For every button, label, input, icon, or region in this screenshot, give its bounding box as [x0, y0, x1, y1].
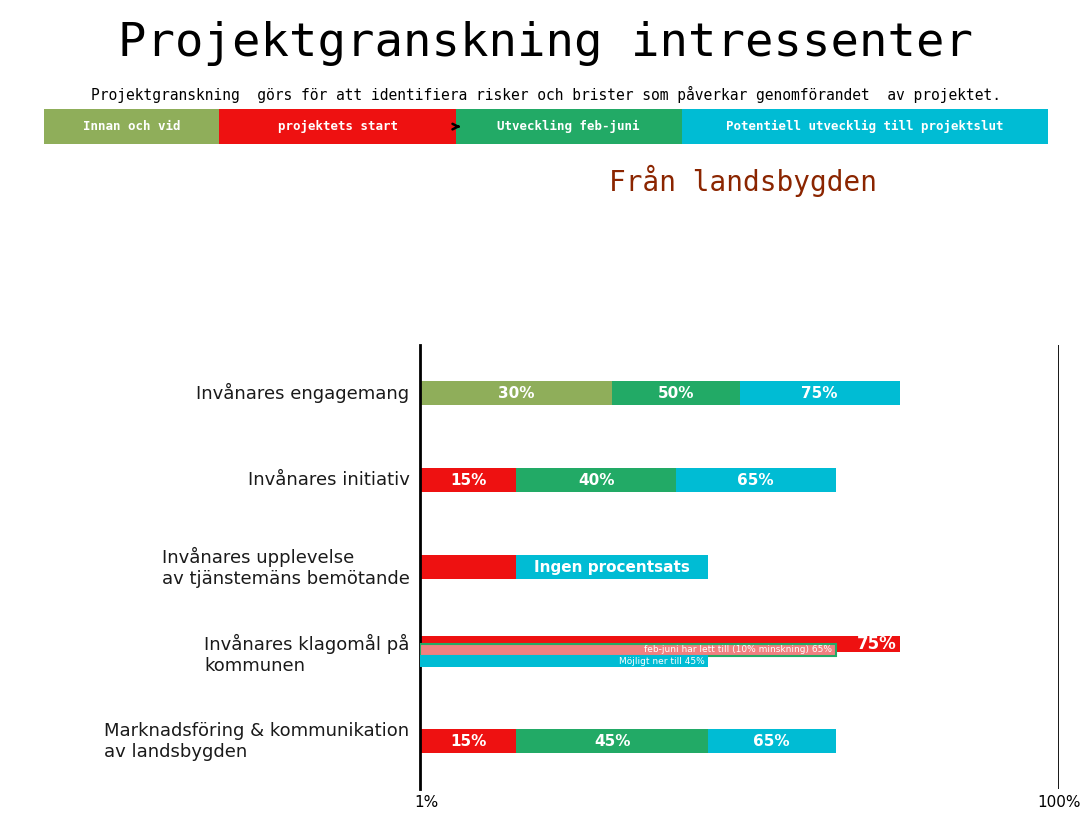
- Bar: [517, 729, 708, 754]
- Text: Möjligt ner till 45%: Möjligt ner till 45%: [619, 657, 704, 666]
- Bar: [420, 381, 612, 405]
- Text: Potentiell utvecklig till projektslut: Potentiell utvecklig till projektslut: [726, 120, 1004, 133]
- Text: Marknadsföring & kommunikation
av landsbygden: Marknadsföring & kommunikation av landsb…: [105, 722, 410, 760]
- Text: 75%: 75%: [802, 386, 838, 400]
- Bar: [420, 655, 708, 667]
- Bar: [681, 109, 1048, 144]
- Bar: [420, 644, 835, 656]
- Bar: [44, 109, 219, 144]
- Bar: [420, 636, 900, 652]
- Text: Ingen procentsats: Ingen procentsats: [534, 560, 690, 575]
- Text: 45%: 45%: [594, 734, 630, 749]
- Text: 65%: 65%: [753, 734, 791, 749]
- Text: Invånares upplevelse
av tjänstemäns bemötande: Invånares upplevelse av tjänstemäns bemö…: [162, 547, 410, 588]
- Bar: [517, 555, 708, 580]
- Bar: [739, 381, 900, 405]
- Text: Invånares initiativ: Invånares initiativ: [248, 471, 410, 489]
- Bar: [676, 468, 835, 492]
- Text: 65%: 65%: [737, 473, 774, 487]
- Bar: [612, 381, 740, 405]
- Text: Invånares engagemang: Invånares engagemang: [197, 383, 410, 403]
- Bar: [420, 555, 517, 580]
- Bar: [420, 468, 517, 492]
- Text: 15%: 15%: [450, 473, 487, 487]
- Bar: [455, 109, 681, 144]
- Bar: [219, 109, 455, 144]
- Text: feb-juni har lett till (10% minskning) 65%: feb-juni har lett till (10% minskning) 6…: [644, 645, 832, 654]
- Text: Projektgranskning intressenter: Projektgranskning intressenter: [119, 21, 973, 66]
- Bar: [420, 729, 517, 754]
- Text: 75%: 75%: [856, 635, 897, 653]
- Text: Utveckling feb-juni: Utveckling feb-juni: [497, 120, 640, 133]
- Bar: [517, 468, 676, 492]
- Text: 40%: 40%: [578, 473, 615, 487]
- Text: 30%: 30%: [498, 386, 534, 400]
- Text: Projektgranskning  görs för att identifiera risker och brister som påverkar geno: Projektgranskning görs för att identifie…: [91, 86, 1001, 104]
- Text: 50%: 50%: [657, 386, 695, 400]
- Text: projektets start: projektets start: [277, 120, 397, 133]
- Text: Från landsbygden: Från landsbygden: [608, 164, 877, 196]
- Text: Invånares klagomål på
kommunen: Invånares klagomål på kommunen: [204, 634, 410, 675]
- Bar: [708, 729, 835, 754]
- Text: 15%: 15%: [450, 734, 487, 749]
- Text: Innan och vid: Innan och vid: [83, 120, 180, 133]
